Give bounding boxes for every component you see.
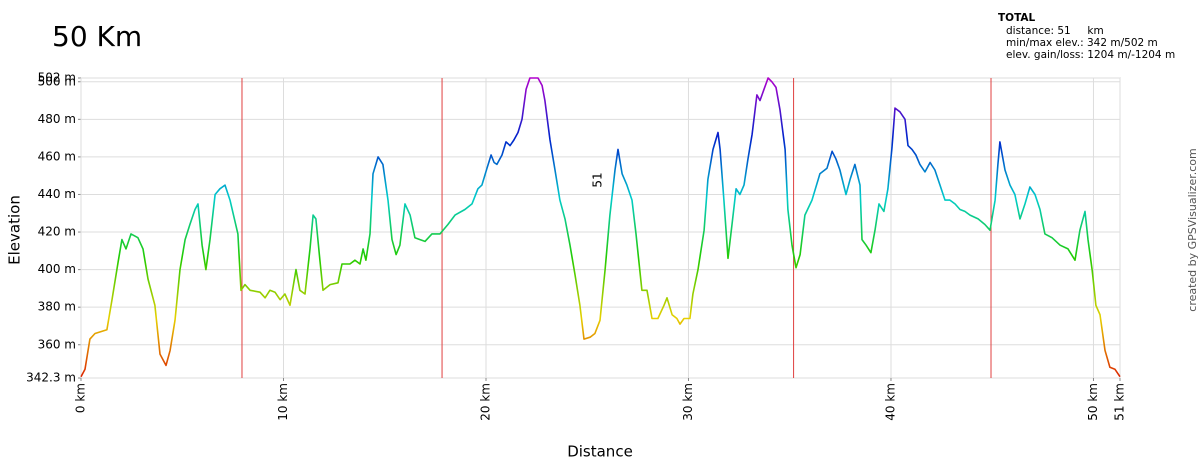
y-tick-label: 342.3 m <box>26 371 76 385</box>
y-tick-label: 480 m <box>38 112 76 126</box>
y-tick-label: 460 m <box>38 149 76 163</box>
summary-heading: TOTAL <box>998 12 1036 24</box>
y-tick-label: 420 m <box>38 225 76 239</box>
summary-line: distance: 51 km <box>1006 25 1104 37</box>
y-tick-label: 500 m <box>38 74 76 88</box>
credit: created by GPSVisualizer.com <box>1186 148 1199 311</box>
x-tick-label: 10 km <box>276 383 290 421</box>
x-tick-label: 30 km <box>681 383 695 421</box>
x-tick-label: 40 km <box>883 383 897 421</box>
x-axis-label: Distance <box>567 443 633 460</box>
summary-line: elev. gain/loss: 1204 m/-1204 m <box>1006 49 1175 61</box>
x-tick-label: 0 km <box>74 383 88 413</box>
y-tick-label: 360 m <box>38 337 76 351</box>
y-axis-label: Elevation <box>6 195 24 265</box>
x-tick-label: 20 km <box>478 383 492 421</box>
y-tick-label: 400 m <box>38 262 76 276</box>
summary-line: min/max elev.: 342 m/502 m <box>1006 37 1158 49</box>
annotation: 51 <box>591 172 605 187</box>
x-tick-label: 50 km <box>1086 383 1100 421</box>
elevation-line <box>80 77 1121 378</box>
y-tick-label: 380 m <box>38 300 76 314</box>
x-tick-label: 51 km <box>1113 383 1127 421</box>
y-tick-label: 440 m <box>38 187 76 201</box>
y-tick-label: 502 m <box>38 71 76 85</box>
chart-title: 50 Km <box>52 20 142 53</box>
